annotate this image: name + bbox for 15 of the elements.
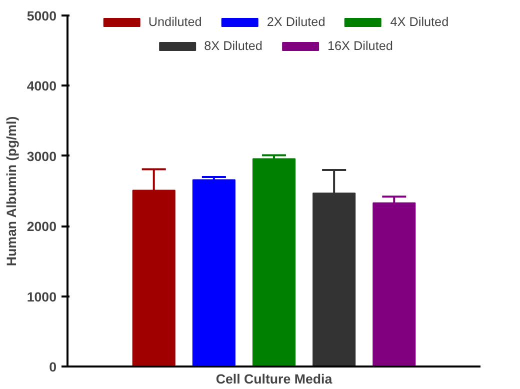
- y-tick-label: 5000: [26, 8, 57, 24]
- legend-label: Undiluted: [148, 15, 202, 29]
- bar: [252, 158, 296, 366]
- legend-label: 4X Diluted: [390, 15, 449, 29]
- legend-label: 8X Diluted: [204, 39, 262, 53]
- bar: [192, 179, 236, 366]
- legend-label: 16X Diluted: [327, 39, 393, 53]
- y-tick-label: 3000: [26, 148, 57, 164]
- y-tick-label: 2000: [26, 219, 57, 234]
- y-tick-label: 1000: [26, 289, 57, 304]
- y-tick-label: 0: [49, 360, 57, 374]
- x-axis-title: Cell Culture Media: [216, 372, 333, 386]
- y-tick-label: 4000: [26, 78, 57, 94]
- legend-label: 2X Diluted: [266, 15, 326, 29]
- y-axis-title: Human Albumin (pg/ml): [4, 116, 19, 266]
